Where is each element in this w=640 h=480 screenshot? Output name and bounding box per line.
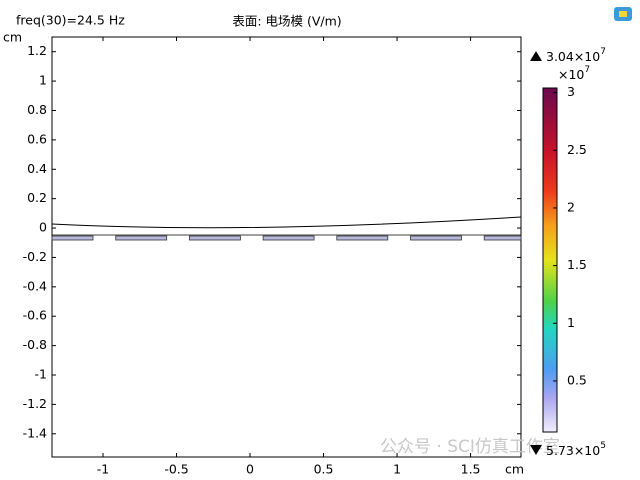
electrodes bbox=[51, 235, 522, 241]
y-tick-label: -0.4 bbox=[23, 278, 47, 293]
colorbar bbox=[542, 87, 558, 433]
electrode bbox=[188, 235, 241, 241]
max-marker bbox=[530, 51, 542, 61]
colorbar-tick-label: 1 bbox=[567, 315, 575, 330]
y-tick-label: -1.4 bbox=[23, 425, 47, 440]
colorbar-tick-label: 1.5 bbox=[567, 257, 587, 272]
y-axis-unit: cm bbox=[3, 30, 22, 45]
y-tick-label: 0 bbox=[39, 220, 47, 235]
y-tick-label: -0.6 bbox=[23, 308, 47, 323]
colorbar-tick-label: 3 bbox=[567, 84, 575, 99]
colorbar-tick-label: 2.5 bbox=[567, 142, 587, 157]
boundary-curve bbox=[51, 216, 522, 229]
y-tick-label: 0.6 bbox=[27, 131, 47, 146]
x-axis-unit: cm bbox=[505, 462, 524, 477]
x-tick-label: -0.5 bbox=[164, 462, 188, 477]
y-tick-label: -0.2 bbox=[23, 249, 47, 264]
x-tick-label: 0.5 bbox=[314, 462, 334, 477]
x-tick-label: 0 bbox=[246, 462, 254, 477]
scale-label: ×107 bbox=[558, 65, 590, 82]
chart-title: 表面: 电场模 (V/m) bbox=[232, 14, 341, 29]
electrode bbox=[51, 235, 94, 241]
y-tick-label: 1.2 bbox=[27, 43, 47, 58]
min-marker bbox=[530, 445, 542, 455]
watermark: 公众号 · SCI仿真工作室 bbox=[380, 437, 560, 457]
min-label: 5.73×105 bbox=[546, 441, 606, 458]
y-tick-label: 0.4 bbox=[27, 161, 47, 176]
x-tick-label: -1 bbox=[97, 462, 109, 477]
electrode bbox=[483, 235, 522, 241]
y-tick-label: 0.2 bbox=[27, 190, 47, 205]
electrode bbox=[262, 235, 315, 241]
y-tick-label: -1 bbox=[35, 366, 47, 381]
colorbar-tick-label: 2 bbox=[567, 199, 575, 214]
electrode bbox=[336, 235, 389, 241]
colorbar-tick-label: 0.5 bbox=[567, 372, 587, 387]
x-tick-label: 1 bbox=[393, 462, 401, 477]
y-tick-label: 0.8 bbox=[27, 102, 47, 117]
y-tick-label: -1.2 bbox=[23, 396, 47, 411]
x-tick-label: 1.5 bbox=[461, 462, 481, 477]
y-tick-label: 1 bbox=[39, 73, 47, 88]
frequency-label: freq(30)=24.5 Hz bbox=[16, 13, 125, 28]
y-tick-label: -0.8 bbox=[23, 337, 47, 352]
electrode bbox=[115, 235, 168, 241]
app-icon-inner bbox=[619, 11, 627, 17]
max-label: 3.04×107 bbox=[546, 47, 606, 64]
plot-area bbox=[51, 36, 522, 458]
electrode bbox=[410, 235, 462, 241]
